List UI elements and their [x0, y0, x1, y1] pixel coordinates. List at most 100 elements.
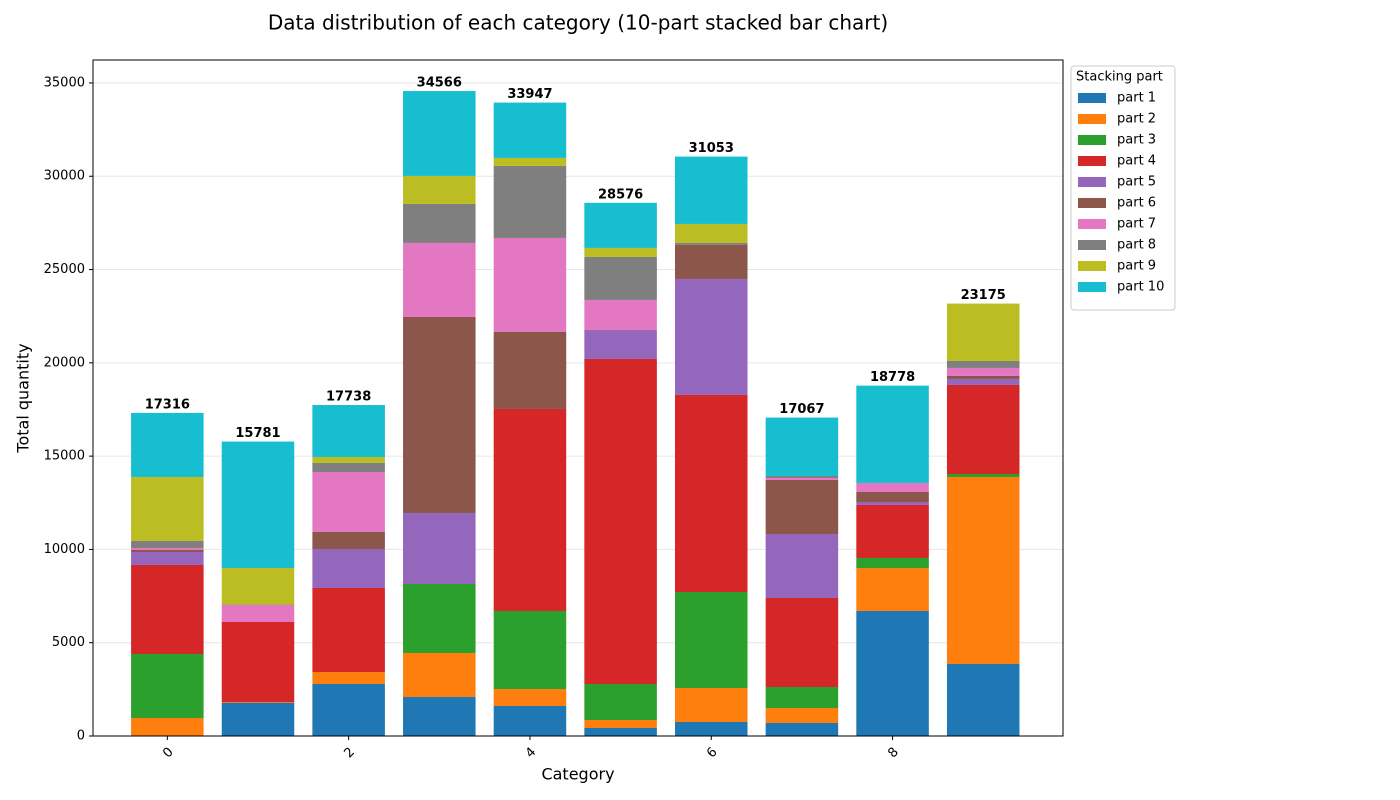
legend-swatch — [1078, 240, 1106, 250]
bar-segment — [221, 621, 295, 703]
bar-segment — [856, 501, 929, 505]
bar-segment — [946, 384, 1020, 474]
legend-swatch — [1078, 156, 1106, 166]
y-tick-label: 15000 — [44, 449, 85, 464]
legend-swatch — [1078, 282, 1106, 292]
bar-segment — [856, 567, 929, 611]
bar-segment — [131, 549, 204, 552]
bar-segment — [584, 202, 657, 248]
bar-segment — [946, 303, 1020, 361]
x-tick-label: 8 — [885, 745, 901, 761]
bar-segment — [131, 551, 204, 565]
bar-segment — [221, 604, 295, 622]
x-tick-label: 4 — [523, 745, 539, 761]
bar-segment — [946, 473, 1020, 477]
x-axis-label: Category — [541, 765, 614, 784]
bar-segment — [946, 360, 1020, 368]
x-tick-label: 0 — [160, 745, 176, 761]
bar-segment — [584, 299, 657, 330]
legend-label: part 8 — [1117, 238, 1156, 253]
bar-segment — [675, 278, 748, 395]
bar-segment — [131, 547, 204, 550]
bar-segment — [765, 687, 839, 708]
total-label: 33947 — [507, 87, 552, 102]
legend-swatch — [1078, 135, 1106, 145]
legend-swatch — [1078, 198, 1106, 208]
bar-segment — [131, 717, 204, 736]
legend-label: part 10 — [1117, 280, 1164, 295]
bar-segment — [493, 157, 567, 166]
bar-segment — [946, 476, 1020, 664]
bar-segment — [312, 548, 385, 588]
legend-label: part 9 — [1117, 259, 1156, 274]
bar-segment — [493, 331, 567, 409]
bar-segment — [946, 367, 1020, 376]
bar-segment — [403, 697, 476, 736]
legend-swatch — [1078, 261, 1106, 271]
bar-segment — [312, 672, 385, 684]
total-label: 15781 — [235, 426, 280, 441]
bar-segment — [131, 653, 204, 718]
bar-segment — [765, 417, 839, 476]
y-tick-label: 20000 — [44, 355, 85, 370]
total-label: 31053 — [689, 141, 734, 156]
bar-segment — [584, 247, 657, 257]
legend-label: part 2 — [1117, 112, 1156, 127]
bar-segment — [675, 687, 748, 723]
bar-segment — [675, 591, 748, 688]
bar-segment — [312, 471, 385, 532]
legend-swatch — [1078, 219, 1106, 229]
bar-segment — [403, 175, 476, 204]
bar-segment — [131, 412, 204, 477]
y-tick-label: 35000 — [44, 75, 85, 90]
y-tick-label: 5000 — [52, 635, 85, 650]
bar-segment — [403, 512, 476, 584]
y-tick-label: 0 — [77, 729, 85, 744]
bar-segment — [403, 203, 476, 243]
bar-segment — [946, 378, 1020, 385]
bar-segment — [946, 663, 1020, 736]
total-label: 17316 — [145, 397, 190, 412]
bar-segment — [584, 719, 657, 728]
bar-segment — [856, 504, 929, 558]
bar-segment — [675, 394, 748, 592]
bar-segment — [584, 683, 657, 720]
bar-segment — [131, 564, 204, 654]
bar-segment — [221, 441, 295, 568]
legend-title: Stacking part — [1076, 70, 1163, 85]
legend-swatch — [1078, 114, 1106, 124]
total-label: 17067 — [779, 402, 824, 417]
bar-segment — [856, 557, 929, 568]
bar-segment — [584, 358, 657, 684]
bar-segment — [856, 482, 929, 492]
bar-segment — [493, 688, 567, 706]
bar-segment — [493, 237, 567, 332]
legend-label: part 7 — [1117, 217, 1156, 232]
bar-segment — [856, 491, 929, 502]
bar-segment — [675, 156, 748, 224]
bar-segment — [675, 244, 748, 279]
bar-segment — [221, 702, 295, 736]
x-tick-label: 6 — [704, 745, 720, 761]
bar-segment — [312, 456, 385, 463]
bar-segment — [403, 91, 476, 176]
bar-segment — [765, 475, 839, 478]
bar-segment — [856, 610, 929, 736]
total-label: 34566 — [417, 76, 462, 91]
total-label: 23175 — [961, 288, 1006, 303]
bar-segment — [493, 102, 567, 158]
bar-segment — [765, 707, 839, 723]
bar-segment — [856, 385, 929, 483]
chart-title: Data distribution of each category (10-p… — [268, 11, 888, 35]
bar-segment — [675, 722, 748, 736]
legend-label: part 6 — [1117, 196, 1156, 211]
bar-segment — [131, 540, 204, 548]
legend-swatch — [1078, 93, 1106, 103]
bar-segment — [312, 405, 385, 457]
legend-swatch — [1078, 177, 1106, 187]
bar-segment — [312, 462, 385, 472]
bar-segment — [403, 652, 476, 698]
y-tick-label: 25000 — [44, 262, 85, 277]
bar-segment — [765, 477, 839, 480]
